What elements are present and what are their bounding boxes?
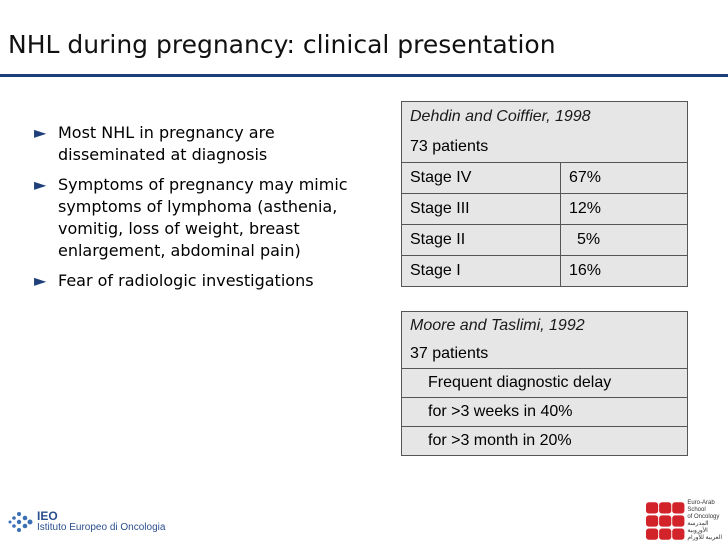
bullet-list: ► Most NHL in pregnancy are disseminated… (34, 122, 364, 300)
eas-arabic: العربية للأورام (687, 535, 722, 541)
percent-cell: 67% (560, 162, 688, 194)
percent-cell: 16% (560, 255, 688, 287)
table-patients: 73 patients (401, 132, 688, 163)
delay-line: Frequent diagnostic delay (401, 368, 688, 398)
table-patients: 37 patients (401, 340, 688, 369)
bullet-item: ► Fear of radiologic investigations (34, 270, 364, 292)
delay-line: for >3 month in 20% (401, 426, 688, 456)
triangle-bullet-icon: ► (34, 123, 47, 142)
delay-table: Moore and Taslimi, 1992 37 patients Freq… (401, 311, 688, 456)
eas-line: of Oncology (687, 514, 720, 520)
table-source: Dehdin and Coiffier, 1998 (401, 101, 688, 132)
bullet-item: ► Symptoms of pregnancy may mimic sympto… (34, 174, 364, 262)
stage-cell: Stage II (401, 224, 561, 256)
eas-mark-icon (646, 502, 685, 540)
ieo-abbr: IEO (37, 509, 58, 523)
eas-arabic: المدرسة الأوروبية (687, 521, 709, 534)
delay-line: for >3 weeks in 40% (401, 397, 688, 427)
percent-cell: 5% (560, 224, 688, 256)
triangle-bullet-icon: ► (34, 175, 47, 194)
table-row: Stage II 5% (401, 224, 688, 256)
slide-title: NHL during pregnancy: clinical presentat… (8, 30, 556, 59)
bullet-text: Fear of radiologic investigations (58, 271, 314, 290)
stage-table: Dehdin and Coiffier, 1998 73 patients St… (401, 101, 688, 287)
euro-arab-school-logo: Euro-Arab School of Oncology المدرسة الأ… (646, 500, 728, 542)
table-row: Stage IV 67% (401, 162, 688, 194)
stage-cell: Stage IV (401, 162, 561, 194)
bullet-text: Symptoms of pregnancy may mimic symptoms… (58, 175, 348, 260)
percent-cell: 12% (560, 193, 688, 225)
stage-cell: Stage III (401, 193, 561, 225)
ieo-logo: IEO Istituto Europeo di Oncologia (6, 508, 165, 536)
ieo-name: Istituto Europeo di Oncologia (37, 522, 166, 533)
bullet-text: Most NHL in pregnancy are disseminated a… (58, 123, 275, 164)
table-row: Stage III 12% (401, 193, 688, 225)
eas-line: Euro-Arab (687, 500, 715, 506)
table-source: Moore and Taslimi, 1992 (401, 311, 688, 340)
stage-cell: Stage I (401, 255, 561, 287)
eas-line: School (687, 507, 706, 513)
table-row: Stage I 16% (401, 255, 688, 287)
triangle-bullet-icon: ► (34, 271, 47, 290)
bullet-item: ► Most NHL in pregnancy are disseminated… (34, 122, 364, 166)
title-divider (0, 74, 728, 77)
ieo-mark-icon (8, 512, 33, 532)
